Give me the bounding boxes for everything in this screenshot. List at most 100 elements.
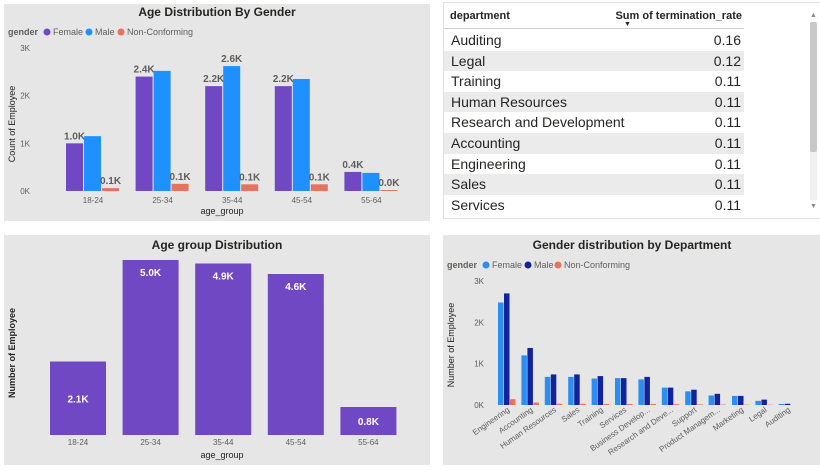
bar-non-conforming-55-64 xyxy=(380,190,398,191)
cell-department: Human Resources xyxy=(451,93,567,110)
bar-female-6 xyxy=(638,379,644,405)
data-label: 0.4K xyxy=(342,160,364,171)
x-tick-label: 25-34 xyxy=(152,196,173,205)
age-gender-chart-panel[interactable]: Age Distribution By Gender gender Female… xyxy=(4,4,430,221)
cell-department: Services xyxy=(451,196,505,213)
sort-descending-icon[interactable]: ▼ xyxy=(624,21,631,28)
cell-termination-rate: 0.11 xyxy=(714,134,741,151)
data-label: 0.0K xyxy=(378,178,400,189)
x-tick-label: 35-44 xyxy=(213,438,234,447)
bar-male-0 xyxy=(504,293,510,405)
legend-item-male[interactable]: Male xyxy=(85,27,115,37)
bar-non-conforming-0 xyxy=(510,399,516,405)
y-tick-label: 1K xyxy=(474,360,484,369)
bar-non-conforming-1 xyxy=(533,402,539,405)
age-group-chart: Age group Distribution Number of Employe… xyxy=(7,238,397,460)
bar-female-11 xyxy=(755,400,761,405)
bar-male-4 xyxy=(597,376,604,405)
x-tick-label: 55-64 xyxy=(358,438,379,447)
y-tick-label: 2K xyxy=(474,318,484,327)
bar-non-conforming-3 xyxy=(580,403,586,405)
y-axis-label: Count of Employee xyxy=(7,86,17,163)
x-axis-label: age_group xyxy=(200,206,243,216)
age-gender-chart: Age Distribution By Gender gender Female… xyxy=(7,5,400,216)
bar-non-conforming-6 xyxy=(650,403,656,405)
bar-female-55-64 xyxy=(344,171,362,191)
dept-gender-chart-panel[interactable]: Gender distribution by Department gender… xyxy=(443,235,820,465)
cell-department: Auditing xyxy=(451,32,502,48)
header-termination-rate[interactable]: Sum of termination_rate xyxy=(615,10,742,22)
y-axis-ticks: 0K 1K 2K 3K xyxy=(474,277,484,410)
chart-title: Gender distribution by Department xyxy=(533,238,732,252)
data-label: 0.1K xyxy=(239,172,261,183)
data-label: 2.2K xyxy=(203,74,225,85)
data-label: 2.1K xyxy=(67,394,89,405)
table-row[interactable]: Research and Development 0.11 xyxy=(444,112,744,133)
data-label: 1.0K xyxy=(64,131,86,142)
legend-item-non-conforming[interactable]: Non-Conforming xyxy=(117,27,194,37)
table-row[interactable]: Services 0.11 xyxy=(444,195,744,216)
header-department[interactable]: department xyxy=(450,10,510,22)
scroll-down-icon[interactable]: ▼ xyxy=(810,203,817,210)
legend-item-male[interactable]: Male xyxy=(524,260,554,270)
bar-male-5 xyxy=(621,378,627,405)
table-row[interactable]: Training 0.11 xyxy=(444,71,744,92)
age-group-chart-panel[interactable]: Age group Distribution Number of Employe… xyxy=(4,235,430,465)
bar-male-12 xyxy=(784,403,791,405)
data-label: 4.6K xyxy=(285,282,307,293)
scroll-thumb[interactable] xyxy=(810,22,817,152)
scroll-up-icon[interactable]: ▲ xyxy=(810,12,817,19)
legend-item-female[interactable]: Female xyxy=(43,27,84,37)
x-tick-label: 18-24 xyxy=(83,196,104,205)
termination-rate-table[interactable]: department Sum of termination_rate ▼ Aud… xyxy=(443,2,820,219)
table-scrollbar[interactable]: ▲ ▼ xyxy=(809,11,818,211)
y-tick-label: 2K xyxy=(20,92,30,101)
table-row[interactable]: Legal 0.12 xyxy=(444,50,744,72)
table-row[interactable]: Engineering 0.11 xyxy=(444,154,744,175)
bar-female-7 xyxy=(661,387,668,405)
chart-title: Age group Distribution xyxy=(152,238,283,252)
legend-item-female[interactable]: Female xyxy=(482,260,523,270)
cell-termination-rate: 0.12 xyxy=(713,52,741,69)
bar-18-24 xyxy=(50,361,106,435)
scroll-track[interactable] xyxy=(810,22,817,200)
bar-female-8 xyxy=(685,391,691,405)
bar-female-18-24 xyxy=(66,143,83,191)
bar-non-conforming-35-44 xyxy=(241,184,259,191)
cell-termination-rate: 0.11 xyxy=(714,176,741,193)
table-row[interactable]: Human Resources 0.11 xyxy=(444,91,744,113)
legend-label-female: Female xyxy=(492,260,522,270)
bar-female-4 xyxy=(591,378,598,405)
legend-label-non-conforming: Non-Conforming xyxy=(564,260,630,270)
bar-55-64 xyxy=(340,407,397,435)
cell-department: Accounting xyxy=(451,134,521,151)
cell-department: Training xyxy=(451,73,502,90)
bar-male-1 xyxy=(527,347,533,405)
cell-termination-rate: 0.11 xyxy=(714,155,741,172)
legend-label-female: Female xyxy=(53,27,83,37)
chart-title: Age Distribution By Gender xyxy=(138,5,296,19)
bar-female-3 xyxy=(568,376,574,405)
table-header: department Sum of termination_rate ▼ xyxy=(444,3,744,29)
dept-gender-chart: Gender distribution by Department gender… xyxy=(446,238,792,457)
cell-department: Research and Development xyxy=(451,114,625,131)
bar-male-11 xyxy=(761,399,767,405)
x-tick-label: 45-54 xyxy=(286,438,307,447)
data-label: 4.9K xyxy=(213,272,235,283)
y-axis-label: Number of Employee xyxy=(446,303,456,388)
bar-male-18-24 xyxy=(84,136,101,191)
cell-termination-rate: 0.11 xyxy=(714,93,741,110)
data-label: 0.1K xyxy=(100,176,122,187)
table-row[interactable]: Accounting 0.11 xyxy=(444,132,744,154)
table-row[interactable]: Auditing 0.16 xyxy=(444,30,744,51)
bar-non-conforming-45-54 xyxy=(310,184,328,191)
table-row[interactable]: Sales 0.11 xyxy=(444,174,744,195)
bar-female-12 xyxy=(778,403,785,405)
bar-female-45-54 xyxy=(274,86,292,191)
legend-item-non-conforming[interactable]: Non-Conforming xyxy=(554,260,631,270)
x-tick-label: 45-54 xyxy=(292,196,313,205)
bar-25-34 xyxy=(122,260,179,435)
cell-termination-rate: 0.11 xyxy=(714,196,741,213)
legend-title: gender xyxy=(447,260,478,270)
